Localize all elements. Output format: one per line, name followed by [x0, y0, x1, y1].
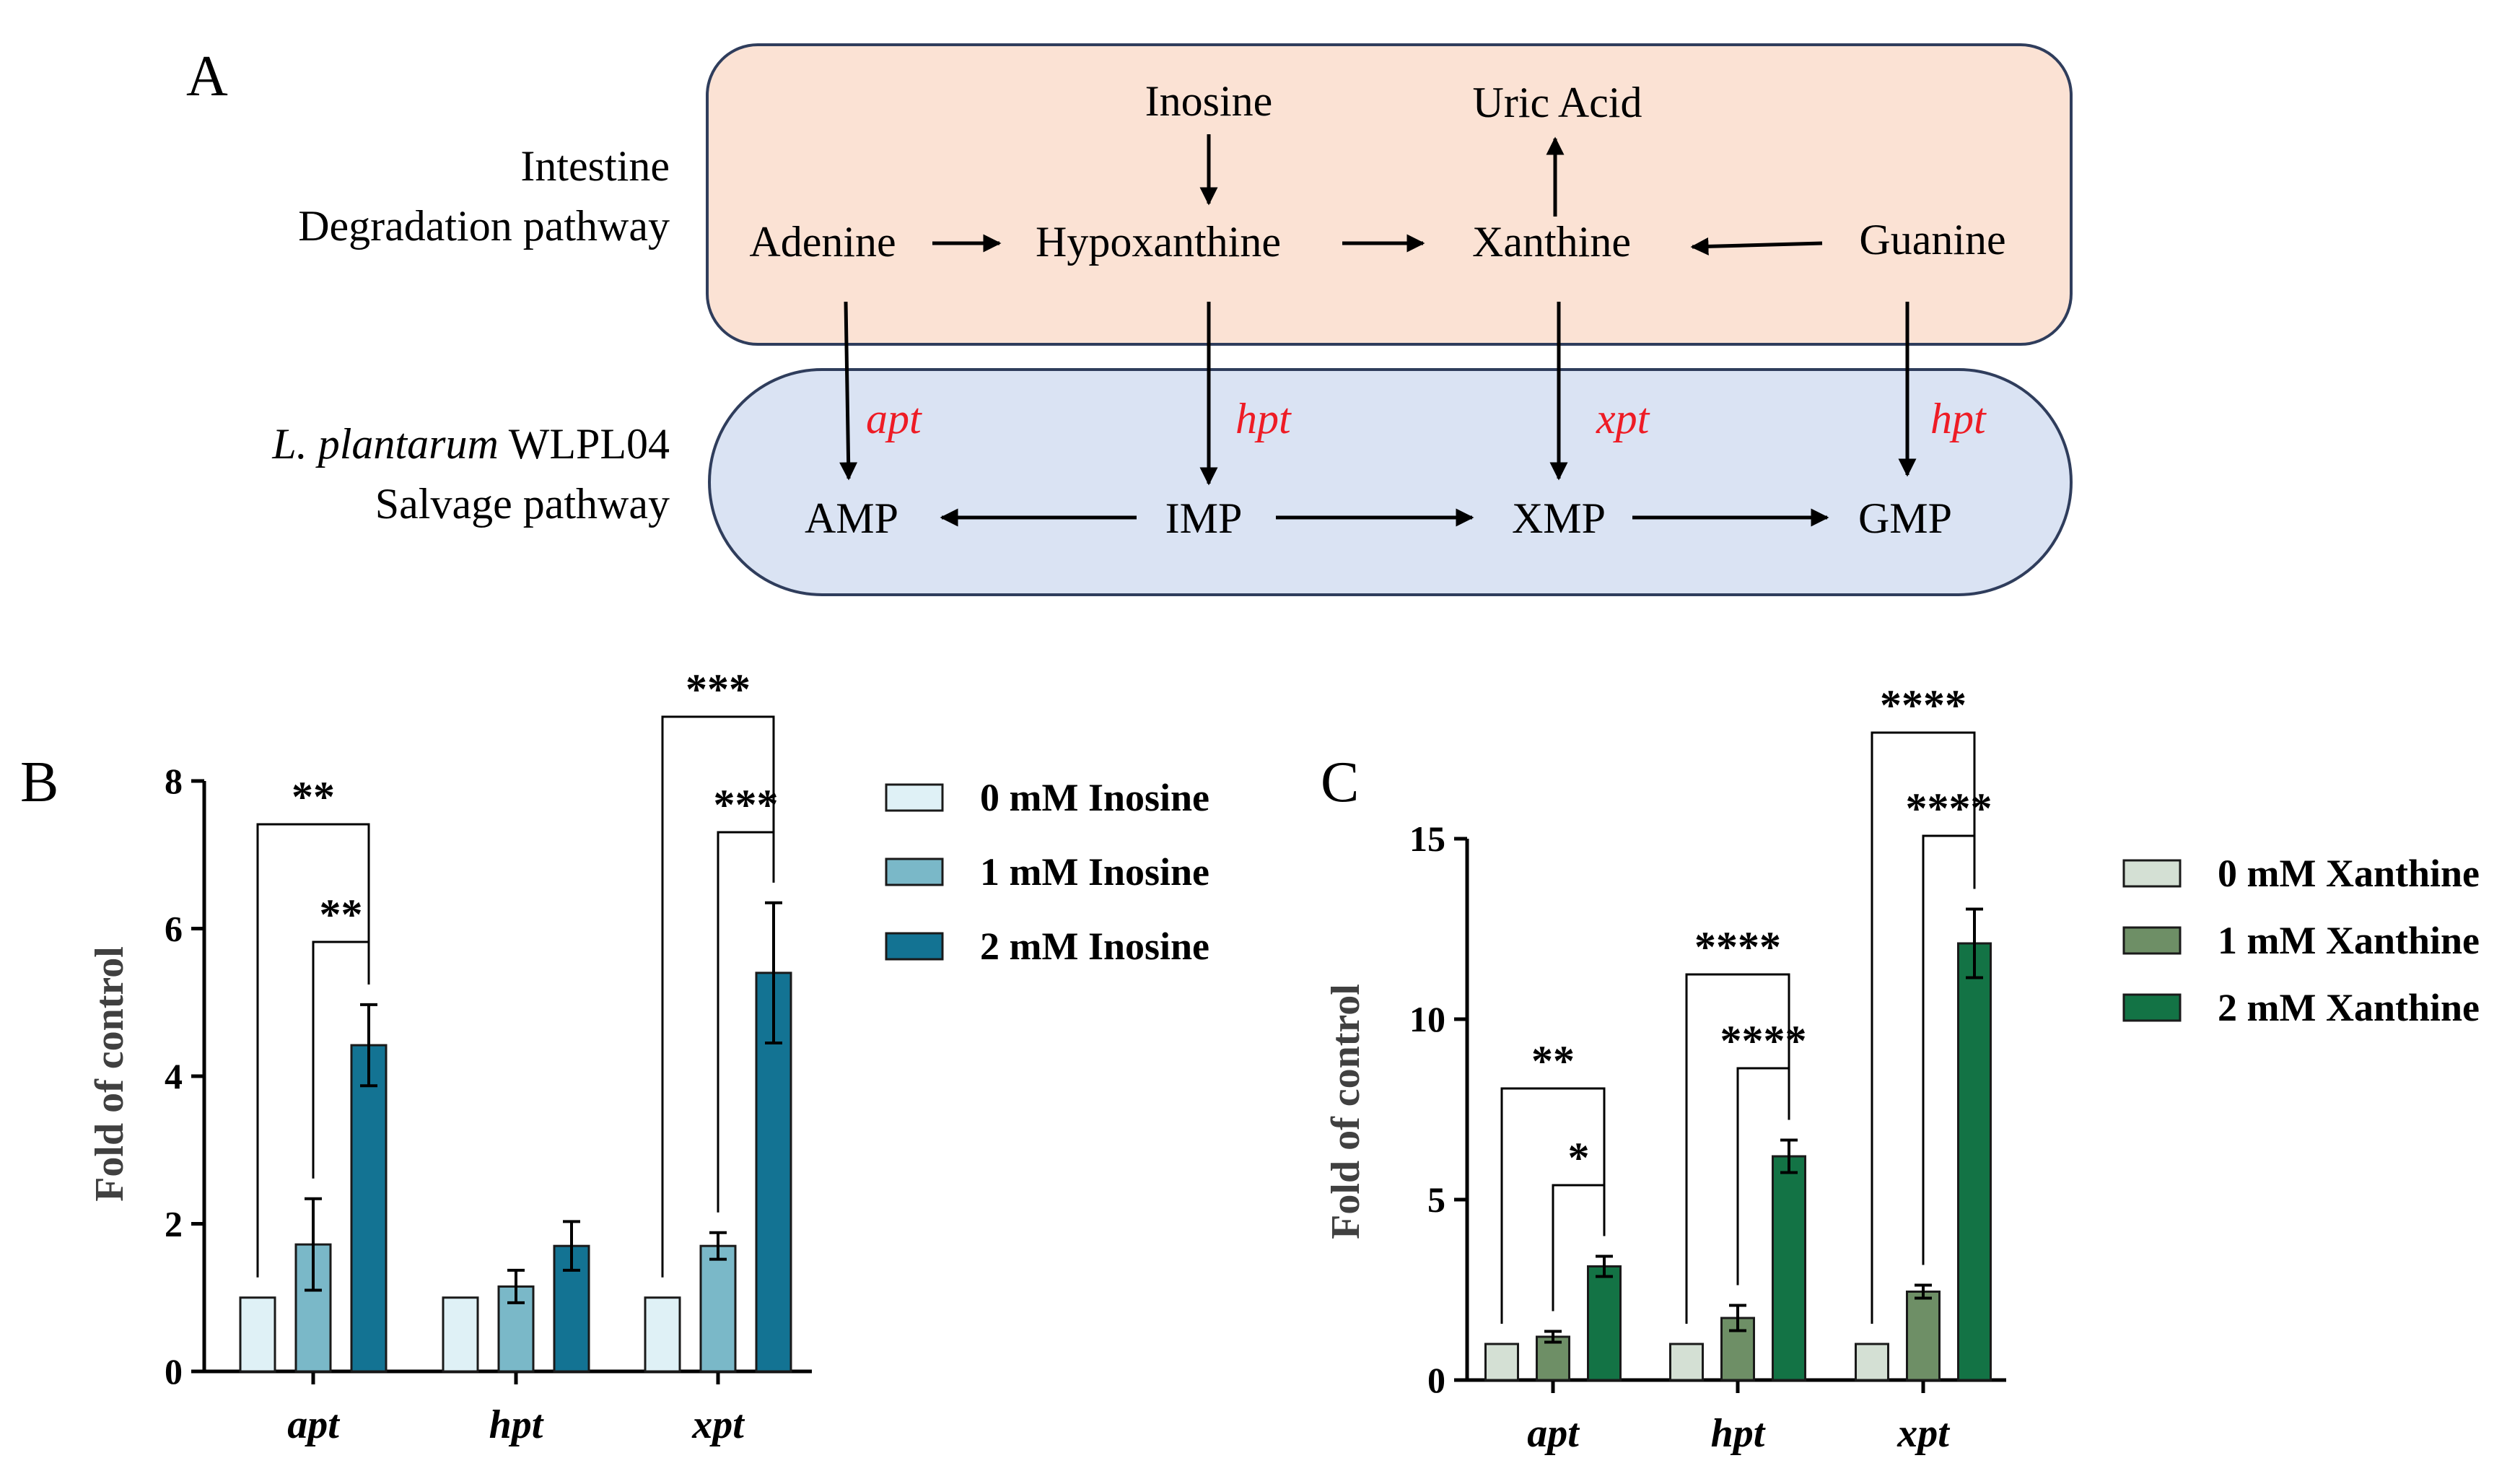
legend-swatch	[2122, 926, 2182, 955]
legend-label: 1 mM Xanthine	[2218, 919, 2480, 962]
bar	[1772, 1155, 1806, 1382]
legend-label: 0 mM Inosine	[980, 776, 1209, 819]
intestine-box	[706, 43, 2073, 346]
significance-label: ***	[714, 781, 779, 829]
legend-label: 2 mM Xanthine	[2218, 986, 2480, 1029]
bar	[1906, 1291, 1941, 1382]
significance-bracket	[1736, 1067, 1790, 1286]
x-tick-label: xpt	[691, 1402, 745, 1447]
bar	[1536, 1335, 1570, 1382]
y-tick-label: 15	[1409, 819, 1445, 859]
intestine-label: Intestine	[520, 142, 670, 190]
significance-label: **	[292, 773, 335, 821]
bar	[1669, 1343, 1704, 1382]
arrow-guanine-xanthine	[1690, 237, 1823, 256]
legend-swatch	[885, 932, 944, 961]
panel-b-label: B	[20, 751, 58, 814]
y-tick-label: 10	[1409, 999, 1445, 1039]
bar	[644, 1296, 681, 1373]
significance-bracket	[717, 831, 775, 1213]
node-hypoxanthine: Hypoxanthine	[1036, 218, 1281, 266]
pathway-arrows	[839, 134, 1917, 527]
legend-xanthine: 0 mM Xanthine 1 mM Xanthine 2 mM Xanthine	[2122, 852, 2480, 1029]
node-guanine: Guanine	[1859, 216, 2005, 263]
y-tick-label: 8	[165, 761, 183, 801]
legend-swatch	[885, 857, 944, 886]
significance-bracket	[256, 823, 370, 1278]
node-uric-acid: Uric Acid	[1473, 79, 1642, 126]
x-tick-label: hpt	[489, 1402, 544, 1447]
node-gmp: GMP	[1858, 494, 1952, 542]
bar	[442, 1296, 479, 1373]
bar	[1484, 1343, 1519, 1382]
significance-label: **	[320, 891, 363, 938]
enzyme-hpt-guanine-label: hpt	[1930, 395, 1987, 442]
node-adenine: Adenine	[749, 218, 896, 266]
significance-bracket	[1685, 973, 1790, 1324]
organism-name: L. plantarum	[271, 420, 498, 468]
significance-bracket	[1500, 1087, 1606, 1324]
bar	[1855, 1343, 1889, 1382]
legend-swatch	[885, 783, 944, 812]
x-tick-label: hpt	[1711, 1411, 1766, 1456]
y-axis-label: Fold of control	[87, 946, 132, 1202]
legend-label: 0 mM Xanthine	[2218, 852, 2480, 895]
significance-label: ****	[1906, 785, 1992, 832]
y-tick-label: 4	[165, 1056, 183, 1096]
bar	[1587, 1265, 1622, 1382]
node-inosine: Inosine	[1145, 77, 1273, 125]
y-tick-label: 0	[165, 1351, 183, 1392]
y-axis-label: Fold of control	[1324, 984, 1368, 1239]
salvage-pathway-label: Salvage pathway	[375, 480, 670, 528]
panel-a-label: A	[186, 45, 228, 108]
pathway-diagram: A Intestine Degradation pathway L. plant…	[186, 43, 2073, 596]
y-tick-label: 0	[1427, 1360, 1445, 1400]
legend-label: 2 mM Inosine	[980, 925, 1209, 968]
bar	[699, 1244, 737, 1373]
significance-label: ***	[686, 665, 751, 713]
significance-bracket	[1871, 731, 1976, 1324]
significance-label: ****	[1720, 1017, 1807, 1065]
node-amp: AMP	[805, 494, 898, 542]
bar	[239, 1296, 276, 1373]
enzyme-apt-label: apt	[866, 395, 922, 442]
panel-c-label: C	[1321, 751, 1359, 814]
y-tick-label: 5	[1427, 1179, 1445, 1220]
significance-bracket	[1552, 1184, 1606, 1311]
strain-name: WLPL04	[499, 420, 670, 468]
x-tick-label: apt	[287, 1402, 340, 1447]
enzyme-hpt-label: hpt	[1235, 395, 1292, 442]
significance-bracket	[661, 715, 775, 1278]
significance-label: *	[1568, 1134, 1590, 1182]
node-imp: IMP	[1165, 494, 1243, 542]
node-xmp: XMP	[1512, 494, 1606, 542]
degradation-pathway-label: Degradation pathway	[298, 202, 670, 250]
significance-bracket	[1922, 834, 1976, 1265]
salvage-organism-label: L. plantarum WLPL04	[271, 420, 670, 468]
salvage-box	[708, 368, 2073, 596]
significance-label: **	[1531, 1037, 1575, 1085]
bar	[350, 1044, 388, 1373]
legend-swatch	[2122, 859, 2182, 888]
enzyme-xpt-label: xpt	[1596, 395, 1650, 442]
x-tick-label: xpt	[1896, 1411, 1950, 1456]
legend-label: 1 mM Inosine	[980, 850, 1209, 894]
bar	[1957, 942, 1992, 1382]
significance-bracket	[312, 940, 370, 1179]
x-tick-label: apt	[1527, 1411, 1580, 1456]
significance-label: ****	[1880, 681, 1966, 729]
y-tick-label: 6	[165, 909, 183, 949]
legend-swatch	[2122, 993, 2182, 1022]
y-tick-label: 2	[165, 1204, 183, 1244]
node-xanthine: Xanthine	[1472, 218, 1631, 266]
legend-inosine: 0 mM Inosine 1 mM Inosine 2 mM Inosine	[885, 776, 1209, 968]
significance-label: ****	[1694, 923, 1781, 971]
arrow-adenine-amp	[839, 301, 858, 481]
